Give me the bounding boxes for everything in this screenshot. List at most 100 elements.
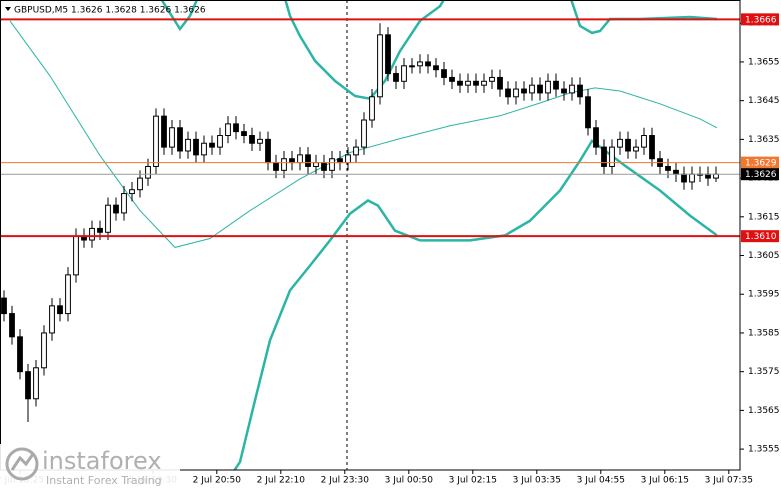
x-tick-label: 3 Jul 06:15 <box>641 476 689 486</box>
candle-body <box>633 146 639 152</box>
candle-body <box>209 142 215 148</box>
candle-body <box>473 80 479 86</box>
candle-body <box>241 131 247 137</box>
candle-body <box>601 146 607 167</box>
candle-body <box>217 135 223 148</box>
y-tick-label: 1.3645 <box>748 96 780 106</box>
candle-body <box>193 138 199 156</box>
candle-body <box>625 138 631 152</box>
candle-body <box>185 138 191 152</box>
candle-body <box>273 162 279 171</box>
candle-body <box>129 189 135 195</box>
candle-body <box>73 235 79 276</box>
candle-body <box>609 146 615 167</box>
watermark-tagline: Instant Forex Trading <box>46 474 162 487</box>
y-tick-label: 1.3635 <box>748 135 780 145</box>
candle-body <box>17 336 23 373</box>
candle-body <box>345 154 351 164</box>
candle-body <box>297 154 303 164</box>
y-tick-label: 1.3605 <box>748 251 780 261</box>
candle-body <box>137 177 143 191</box>
candle-body <box>33 367 39 400</box>
x-tick-label: 2 Jul 22:10 <box>257 476 306 486</box>
candle-body <box>177 127 183 152</box>
symbol-arrow <box>5 7 11 11</box>
candle-body <box>481 80 487 86</box>
candle-body <box>673 169 679 175</box>
y-tick-label: 1.3585 <box>748 328 780 338</box>
candle-body <box>529 84 535 94</box>
x-tick-label: 2 Jul 20:50 <box>193 476 242 486</box>
candle-body <box>641 135 647 148</box>
y-tick-label: 1.3575 <box>748 367 780 377</box>
candle-body <box>401 65 407 82</box>
price-label: 1.3610 <box>745 232 777 242</box>
candle-body <box>705 173 711 179</box>
candle-body <box>689 173 695 183</box>
watermark-brand: instaforex <box>42 447 162 475</box>
watermark-logo-mark <box>10 453 35 471</box>
candle-body <box>497 76 503 90</box>
indicator-line <box>9 20 718 248</box>
candle-body <box>665 165 671 171</box>
candle-body <box>25 371 31 400</box>
y-tick-label: 1.3655 <box>748 57 780 67</box>
candle-body <box>337 158 343 164</box>
candle-body <box>377 34 383 98</box>
candle-body <box>265 138 271 164</box>
candle-body <box>385 34 391 75</box>
candle-body <box>9 313 15 338</box>
candle-body <box>449 76 455 82</box>
candle-body <box>1 297 7 315</box>
price-label: 1.3629 <box>745 159 777 169</box>
candle-body <box>161 115 167 148</box>
candle-body <box>617 138 623 148</box>
watermark: instaforex Instant Forex Trading <box>0 444 180 489</box>
y-tick-label: 1.3615 <box>748 212 780 222</box>
candle-body <box>257 138 263 144</box>
candle-body <box>225 123 231 137</box>
candle-body <box>585 96 591 129</box>
candle-body <box>89 227 95 241</box>
candle-body <box>417 61 423 67</box>
y-tick-label: 1.3595 <box>748 290 780 300</box>
candle-body <box>313 162 319 167</box>
x-tick-label: 3 Jul 00:50 <box>385 476 434 486</box>
candle-body <box>97 227 103 233</box>
candle-body <box>393 73 399 82</box>
candle-body <box>281 158 287 171</box>
candle-body <box>505 88 511 98</box>
y-tick-label: 1.3565 <box>748 406 780 416</box>
candle-body <box>369 96 375 121</box>
candle-body <box>465 80 471 86</box>
price-label-box <box>741 230 779 243</box>
candle-body <box>537 84 543 94</box>
candle-body <box>545 80 551 94</box>
candle-body <box>353 146 359 156</box>
price-label: 1.3626 <box>745 170 777 180</box>
candle-body <box>113 204 119 214</box>
x-tick-label: 2 Jul 23:30 <box>321 476 370 486</box>
candle-body <box>457 80 463 86</box>
price-label-box <box>741 13 779 26</box>
candle-body <box>321 162 327 171</box>
plot-frame <box>0 0 741 471</box>
candle-body <box>577 84 583 98</box>
candle-body <box>425 61 431 67</box>
indicator-line <box>160 0 718 101</box>
price-label-box <box>741 168 779 181</box>
x-tick-label: 3 Jul 03:35 <box>513 476 561 486</box>
candle-body <box>513 88 519 98</box>
candle-body <box>41 332 47 369</box>
candle-body <box>169 127 175 148</box>
candle-body <box>249 135 255 144</box>
candle-body <box>233 123 239 133</box>
plot-area <box>0 0 740 470</box>
x-tick-label: 3 Jul 04:55 <box>577 476 625 486</box>
candle-body <box>561 88 567 94</box>
candle-body <box>681 173 687 183</box>
price-label: 1.3666 <box>745 15 777 25</box>
x-tick-label: 3 Jul 02:15 <box>449 476 497 486</box>
watermark-logo <box>5 447 39 481</box>
